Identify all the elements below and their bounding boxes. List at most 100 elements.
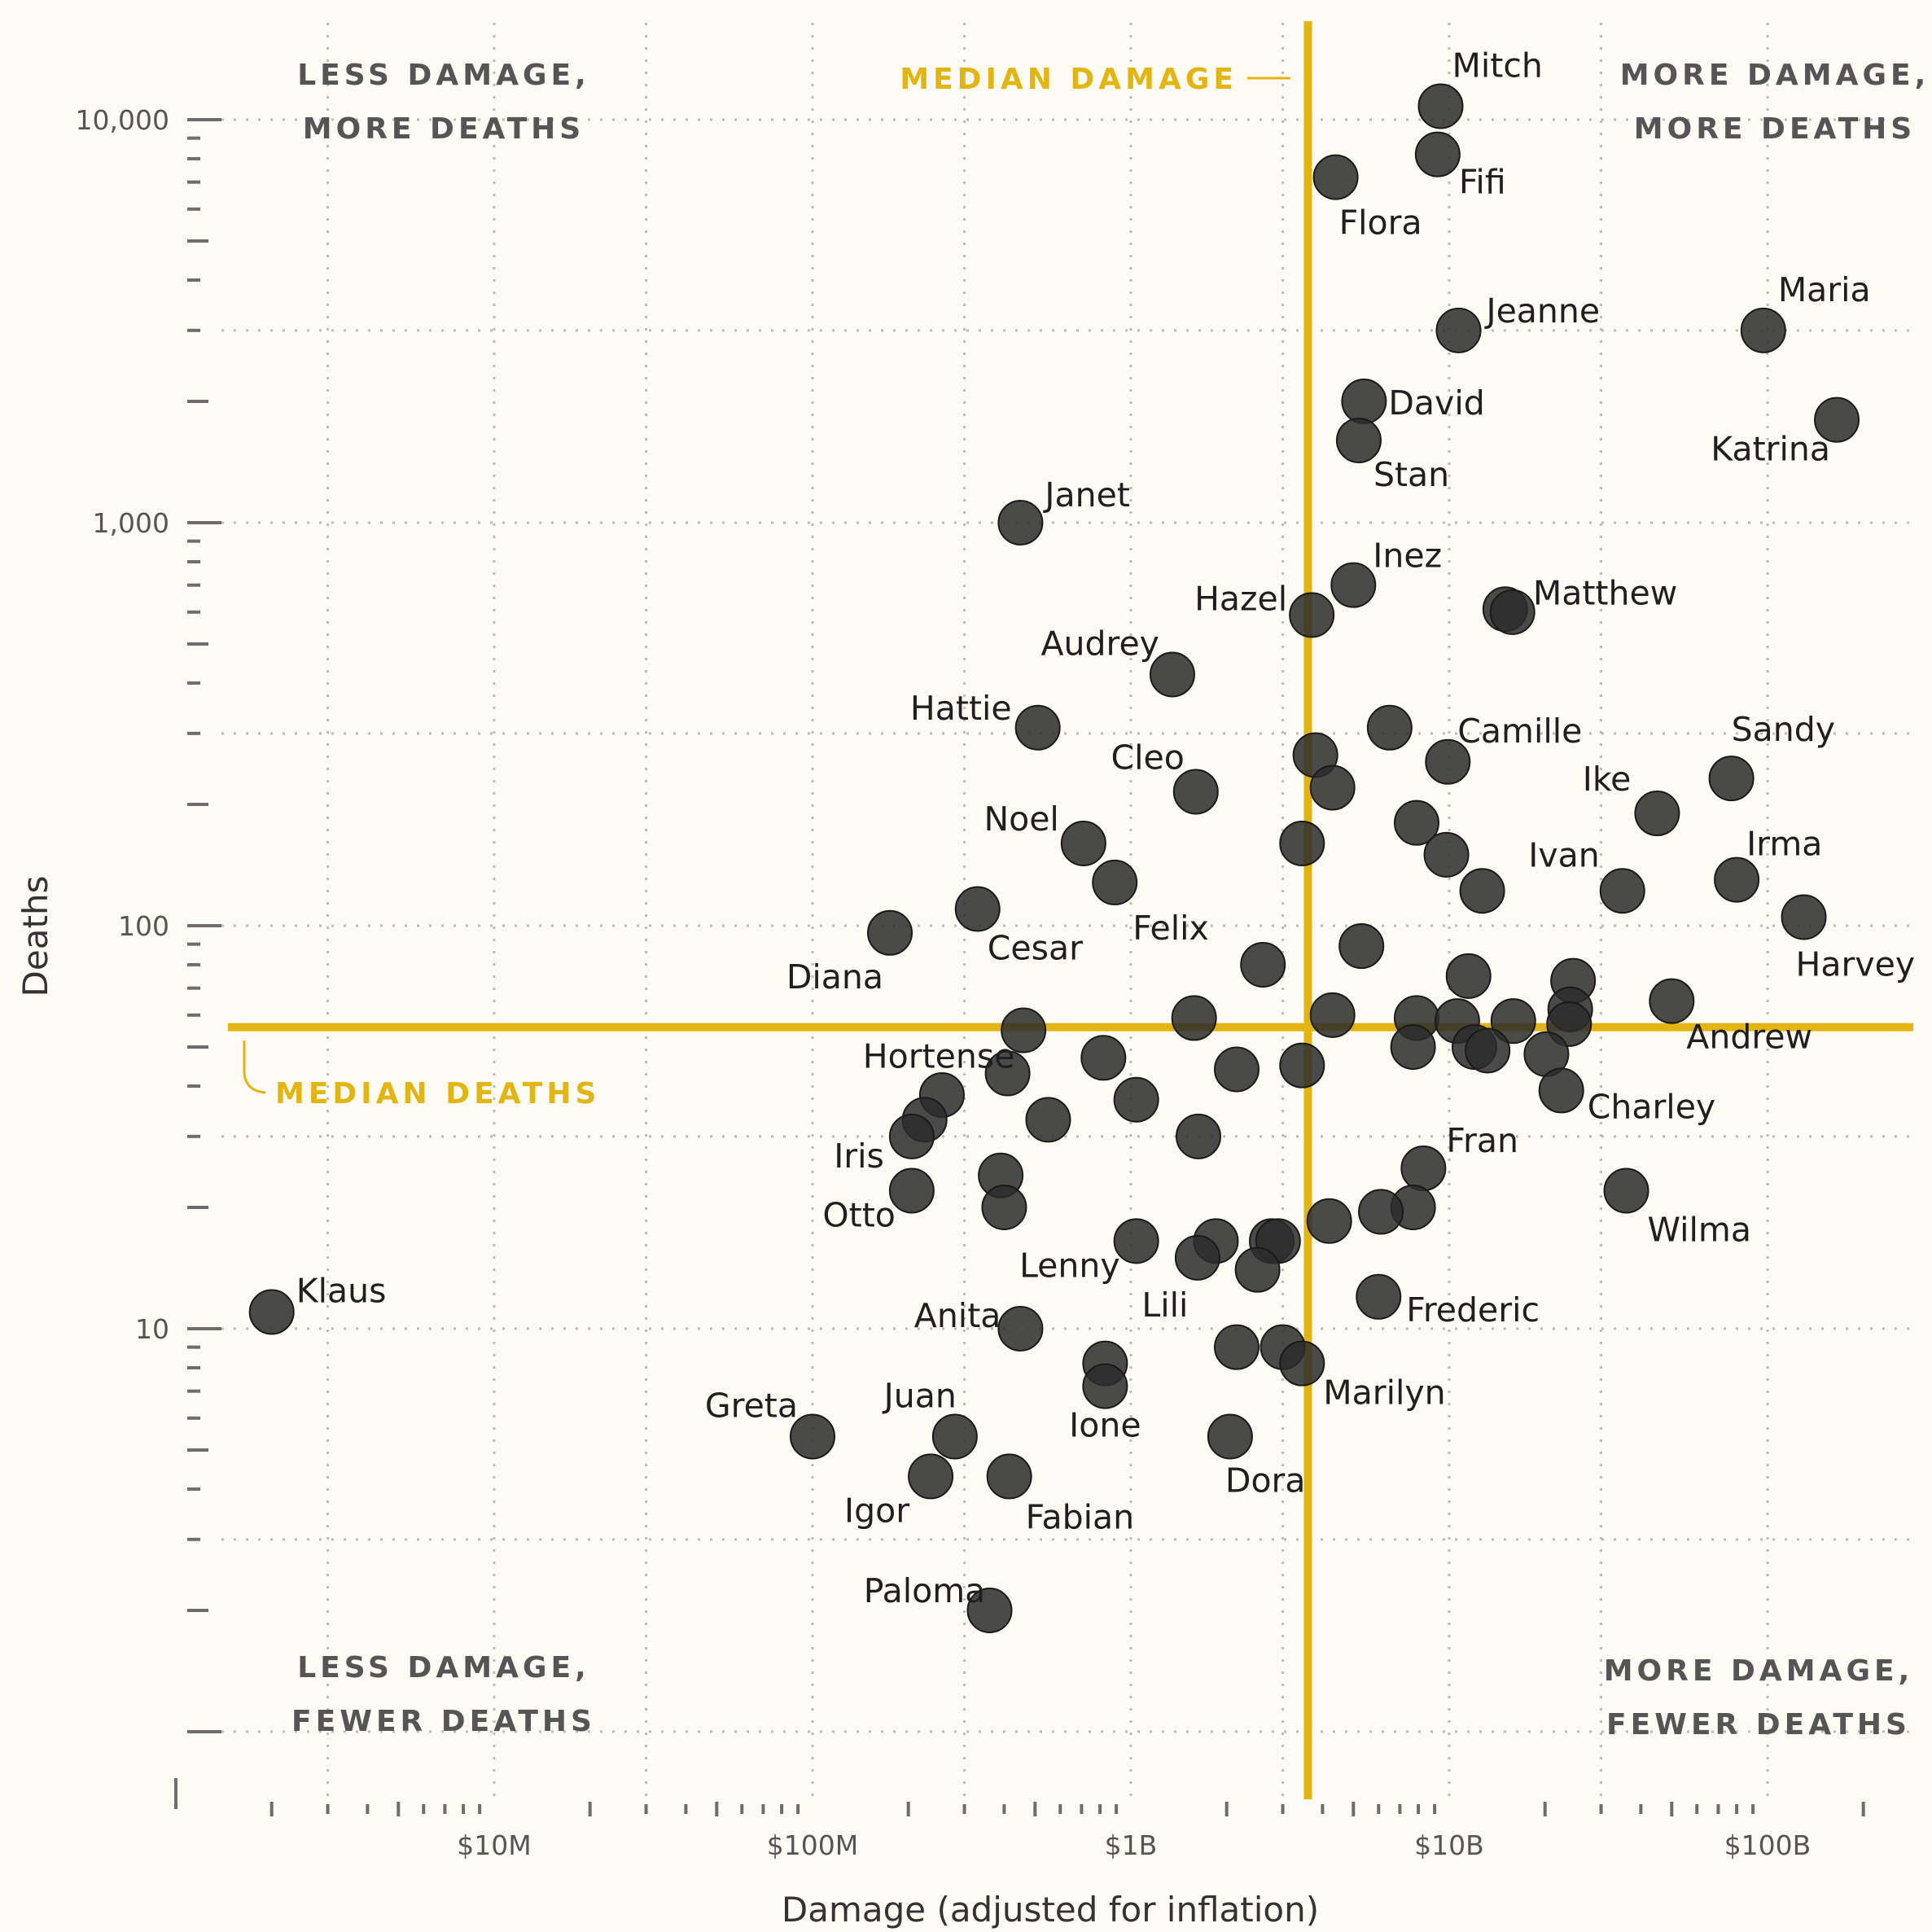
data-point bbox=[1490, 998, 1536, 1045]
point-label: Hortense bbox=[863, 1037, 1015, 1076]
data-point bbox=[1649, 978, 1695, 1024]
data-point bbox=[1082, 1363, 1128, 1409]
point-label: Marilyn bbox=[1323, 1373, 1445, 1413]
point-label: Igor bbox=[844, 1491, 909, 1530]
data-point bbox=[1341, 378, 1387, 424]
data-point bbox=[1445, 953, 1492, 999]
x-axis-label: Damage (adjusted for inflation) bbox=[782, 1890, 1319, 1930]
data-point bbox=[1417, 83, 1464, 129]
data-point bbox=[1425, 738, 1471, 785]
point-label: Maria bbox=[1778, 270, 1871, 309]
data-point bbox=[1400, 1146, 1447, 1192]
data-point bbox=[1814, 396, 1860, 443]
data-point bbox=[966, 1587, 1013, 1633]
quadrant-label-bottom-left-1: LESS DAMAGE, bbox=[297, 1651, 590, 1684]
data-point bbox=[1390, 1024, 1436, 1071]
data-point bbox=[1092, 859, 1138, 905]
x-tick-label: $10M bbox=[457, 1829, 531, 1861]
data-point bbox=[1279, 820, 1325, 866]
y-axis-label: Deaths bbox=[15, 876, 55, 997]
x-tick-label: $10B bbox=[1414, 1829, 1484, 1861]
point-label: Cleo bbox=[1111, 738, 1184, 777]
data-point bbox=[1435, 307, 1482, 353]
data-point bbox=[1414, 131, 1461, 177]
point-label: Anita bbox=[914, 1296, 1001, 1335]
data-point bbox=[1234, 1246, 1281, 1293]
point-label: Sandy bbox=[1732, 710, 1835, 749]
data-point bbox=[1393, 800, 1439, 846]
data-point bbox=[1459, 868, 1505, 914]
data-point bbox=[1366, 704, 1413, 751]
point-label: Jeanne bbox=[1483, 291, 1600, 331]
median-deaths-label: MEDIAN DEATHS bbox=[275, 1077, 600, 1111]
data-point bbox=[1338, 923, 1385, 970]
point-label: Diana bbox=[786, 957, 883, 997]
quadrant-label-top-right-1: MORE DAMAGE, bbox=[1620, 59, 1930, 92]
point-label: Cesar bbox=[988, 929, 1083, 968]
data-point bbox=[1356, 1273, 1402, 1320]
point-label: Mitch bbox=[1452, 46, 1542, 85]
data-point bbox=[1172, 769, 1219, 815]
point-label: Audrey bbox=[1040, 624, 1159, 663]
point-label: Wilma bbox=[1648, 1211, 1751, 1250]
point-label: Fifi bbox=[1459, 163, 1506, 202]
data-point bbox=[997, 1306, 1044, 1352]
data-point bbox=[248, 1289, 295, 1335]
point-label: Flora bbox=[1339, 204, 1422, 243]
data-point bbox=[1213, 1324, 1260, 1370]
data-point bbox=[1634, 791, 1680, 837]
point-label: Fran bbox=[1446, 1121, 1518, 1160]
data-point bbox=[1171, 995, 1217, 1041]
gridlines bbox=[221, 23, 1913, 1799]
point-label: Felix bbox=[1132, 909, 1209, 948]
x-tick-label: $1B bbox=[1105, 1829, 1158, 1861]
data-point bbox=[1781, 894, 1827, 940]
data-point bbox=[1538, 1067, 1584, 1114]
data-point bbox=[1279, 1340, 1325, 1387]
data-point bbox=[997, 500, 1044, 545]
y-tick-label: 100 bbox=[118, 910, 169, 942]
point-label: Otto bbox=[822, 1196, 896, 1235]
data-point bbox=[790, 1413, 835, 1460]
data-point bbox=[1080, 1035, 1127, 1081]
point-label: Iris bbox=[834, 1137, 884, 1176]
data-point bbox=[1740, 307, 1786, 353]
data-point bbox=[1207, 1413, 1253, 1460]
median-damage-label: MEDIAN DAMAGE bbox=[900, 63, 1238, 96]
data-point bbox=[1289, 592, 1335, 638]
quadrant-label-bottom-right-2: FEWER DEATHS bbox=[1606, 1708, 1911, 1741]
data-point bbox=[888, 1113, 935, 1159]
data-point bbox=[1113, 1076, 1159, 1123]
point-label: Hattie bbox=[910, 689, 1012, 728]
point-label: Ione bbox=[1069, 1406, 1141, 1445]
point-label: Dora bbox=[1225, 1461, 1306, 1500]
data-point bbox=[1489, 589, 1536, 635]
data-point bbox=[867, 909, 913, 956]
data-point bbox=[1001, 1007, 1047, 1054]
quadrant-label-bottom-right-1: MORE DAMAGE, bbox=[1604, 1654, 1914, 1688]
point-label: Lenny bbox=[1019, 1246, 1120, 1285]
x-tick-label: $100M bbox=[767, 1829, 858, 1861]
data-point bbox=[1708, 756, 1755, 802]
point-label: Ike bbox=[1583, 760, 1632, 799]
point-label: Charley bbox=[1588, 1087, 1715, 1126]
y-tick-label: 10,000 bbox=[76, 104, 169, 136]
data-point bbox=[1213, 1046, 1260, 1093]
data-point bbox=[888, 1168, 935, 1214]
data-point bbox=[908, 1453, 954, 1500]
quadrant-labels: LESS DAMAGE, MORE DEATHS MORE DAMAGE, MO… bbox=[291, 59, 1930, 1741]
x-tick-label: $100B bbox=[1724, 1829, 1812, 1861]
data-point bbox=[984, 1050, 1031, 1097]
point-labels: Mitch Fifi Flora Jeanne Maria Katrina David Sta… bbox=[296, 46, 1915, 1610]
point-label: Hazel bbox=[1194, 579, 1287, 618]
median-deaths-leader bbox=[243, 1040, 266, 1094]
data-point bbox=[1014, 704, 1061, 751]
data-point bbox=[1423, 831, 1470, 878]
point-label: Camille bbox=[1457, 712, 1582, 751]
data-points bbox=[248, 83, 1860, 1633]
point-label: Fabian bbox=[1026, 1497, 1134, 1536]
y-tick-label: 10 bbox=[135, 1313, 169, 1345]
data-point bbox=[1174, 1234, 1220, 1281]
point-label: Paloma bbox=[864, 1571, 986, 1610]
